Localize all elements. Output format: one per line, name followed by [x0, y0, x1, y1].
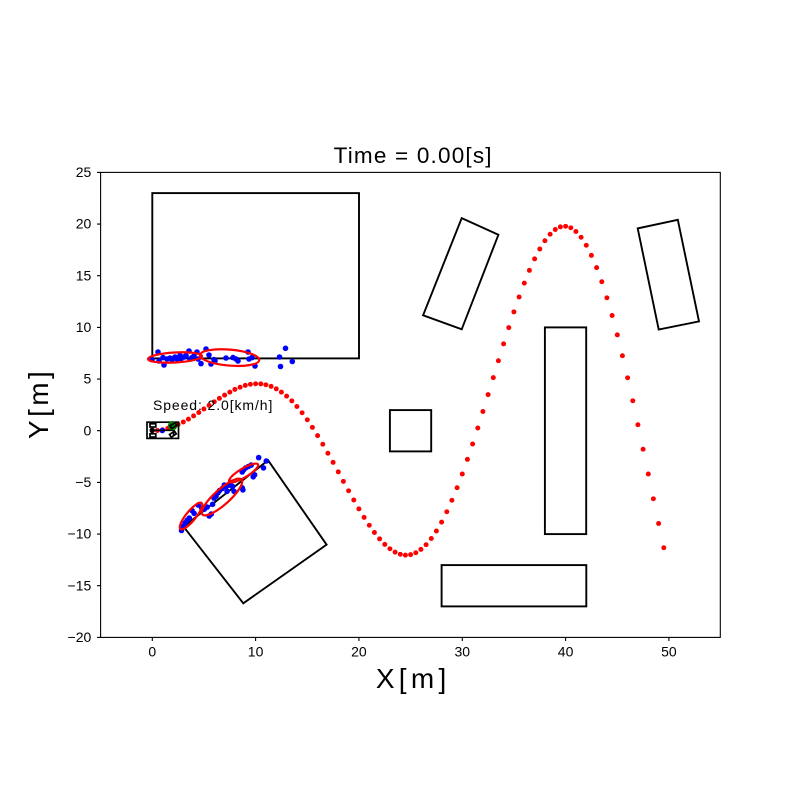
svg-text:−5: −5 [75, 474, 91, 490]
svg-text:20: 20 [76, 216, 92, 232]
svg-text:Time = 0.00[s]: Time = 0.00[s] [334, 143, 493, 168]
svg-text:5: 5 [84, 371, 92, 387]
svg-text:10: 10 [248, 644, 264, 660]
svg-text:−20: −20 [68, 629, 92, 645]
svg-text:−10: −10 [68, 526, 92, 542]
svg-text:0: 0 [84, 422, 92, 438]
svg-text:50: 50 [661, 644, 677, 660]
svg-text:X[m]: X[m] [376, 663, 451, 694]
svg-text:Y[m]: Y[m] [23, 368, 54, 439]
svg-text:15: 15 [76, 267, 92, 283]
svg-text:20: 20 [351, 644, 367, 660]
svg-text:10: 10 [76, 319, 92, 335]
svg-text:40: 40 [558, 644, 574, 660]
svg-text:25: 25 [76, 164, 92, 180]
svg-text:0: 0 [148, 644, 156, 660]
svg-text:−15: −15 [68, 577, 92, 593]
svg-text:30: 30 [455, 644, 471, 660]
svg-text:Speed: 2.0[km/h]: Speed: 2.0[km/h] [153, 397, 273, 413]
